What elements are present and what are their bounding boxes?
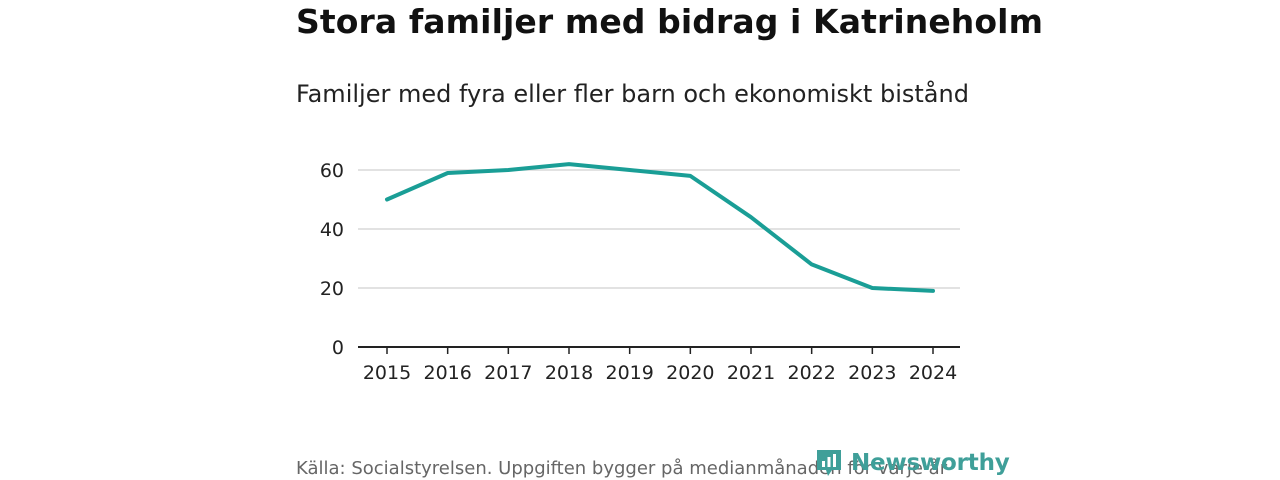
y-tick-label: 20: [320, 278, 344, 300]
x-tick-label: 2023: [848, 362, 896, 384]
newsworthy-logo-icon: [817, 450, 841, 476]
x-tick-label: 2017: [484, 362, 532, 384]
series: [385, 162, 935, 293]
source-note: Källa: Socialstyrelsen. Uppgiften bygger…: [296, 458, 948, 479]
x-tick-label: 2019: [605, 362, 653, 384]
x-axis: 2015 2016 2017 2018 2019 2020 2021 2022 2023 2024: [358, 346, 960, 384]
newsworthy-logo-text: Newsworthy: [851, 450, 1010, 476]
x-tick-label: 2018: [545, 362, 593, 384]
chart-subtitle: Familjer med fyra eller fler barn och ek…: [296, 80, 969, 108]
x-tick-label: 2022: [787, 362, 835, 384]
y-axis-ticks: 0 20 40 60: [320, 160, 344, 359]
y-tick-label: 0: [332, 337, 344, 359]
x-tick-label: 2024: [909, 362, 957, 384]
x-tick-label: 2016: [423, 362, 471, 384]
gridlines: [358, 169, 960, 289]
newsworthy-logo[interactable]: Newsworthy: [815, 446, 1010, 480]
y-tick-label: 60: [320, 160, 344, 182]
y-tick-label: 40: [320, 219, 344, 241]
x-tick-label: 2015: [363, 362, 411, 384]
x-tick-label: 2021: [727, 362, 775, 384]
x-tick-label: 2020: [666, 362, 714, 384]
chart-title: Stora familjer med bidrag i Katrineholm: [296, 2, 1044, 41]
series-line: [385, 162, 935, 293]
